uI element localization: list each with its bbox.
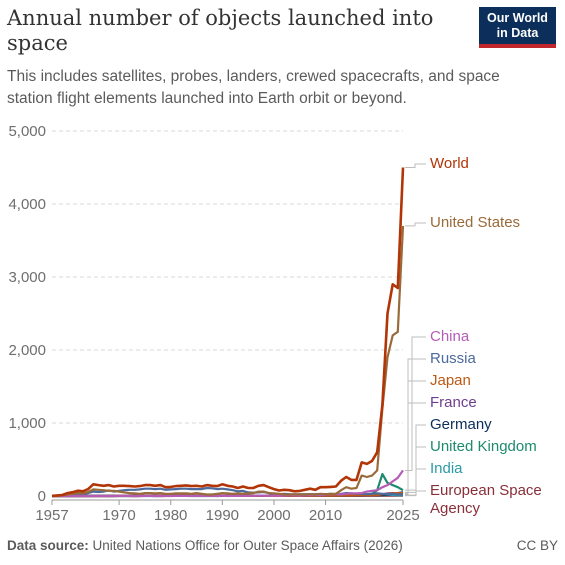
chart-subtitle: This includes satellites, probes, lander… bbox=[7, 68, 500, 107]
x-tick-label: 1980 bbox=[154, 507, 187, 524]
series-label: India bbox=[430, 460, 463, 477]
x-tick-label: 2010 bbox=[309, 507, 342, 524]
series-labels: World United States China Russia Japan France… bbox=[405, 155, 542, 517]
y-tick-label: 5,000 bbox=[8, 123, 46, 140]
x-tick-label: 2000 bbox=[257, 507, 290, 524]
series-label: World bbox=[430, 155, 469, 172]
owid-logo[interactable]: Our World in Data bbox=[479, 7, 556, 48]
chart-title: Annual number of objects launched into s… bbox=[7, 6, 434, 55]
y-tick-label: 2,000 bbox=[8, 342, 46, 359]
series-lines bbox=[51, 167, 405, 498]
y-axis-ticks: 0 1,000 2,000 3,000 4,000 5,000 bbox=[8, 123, 46, 505]
label-connector bbox=[405, 468, 426, 496]
series-line-world[interactable] bbox=[51, 167, 405, 498]
label-connector bbox=[405, 222, 426, 227]
logo-line-2: in Data bbox=[496, 25, 539, 40]
x-tick-label: 2025 bbox=[386, 507, 419, 524]
series-label: France bbox=[430, 394, 477, 411]
label-connector bbox=[405, 163, 426, 168]
series-label: United Kingdom bbox=[430, 438, 537, 455]
y-tick-label: 1,000 bbox=[8, 415, 46, 432]
grid-lines bbox=[52, 130, 403, 501]
logo-line-1: Our World bbox=[487, 10, 548, 25]
series-line-united-states[interactable] bbox=[51, 225, 405, 497]
series-label: United States bbox=[430, 214, 520, 231]
series-label: Japan bbox=[430, 372, 471, 389]
series-line-china[interactable] bbox=[52, 469, 404, 498]
series-label: Germany bbox=[430, 416, 492, 433]
y-tick-label: 3,000 bbox=[8, 269, 46, 286]
x-tick-label: 1990 bbox=[206, 507, 239, 524]
y-tick-label: 4,000 bbox=[8, 196, 46, 213]
x-axis-ticks: 1957 1970 1980 1990 2000 2010 2025 bbox=[35, 500, 420, 524]
license[interactable]: CC BY bbox=[516, 538, 558, 553]
data-source-label: Data source: bbox=[7, 538, 89, 553]
x-tick-label: 1970 bbox=[102, 507, 135, 524]
series-label: China bbox=[430, 328, 470, 345]
series-label: Russia bbox=[430, 350, 477, 367]
x-tick-label: 1957 bbox=[35, 507, 68, 524]
data-source: Data source: United Nations Office for O… bbox=[7, 538, 403, 553]
label-connector bbox=[405, 402, 426, 496]
y-tick-label: 0 bbox=[38, 488, 46, 505]
series-label: European Space Agency bbox=[430, 482, 542, 517]
label-connector bbox=[405, 490, 426, 497]
data-source-text[interactable]: United Nations Office for Outer Space Af… bbox=[92, 538, 403, 553]
chart-footer: Data source: United Nations Office for O… bbox=[7, 538, 558, 553]
